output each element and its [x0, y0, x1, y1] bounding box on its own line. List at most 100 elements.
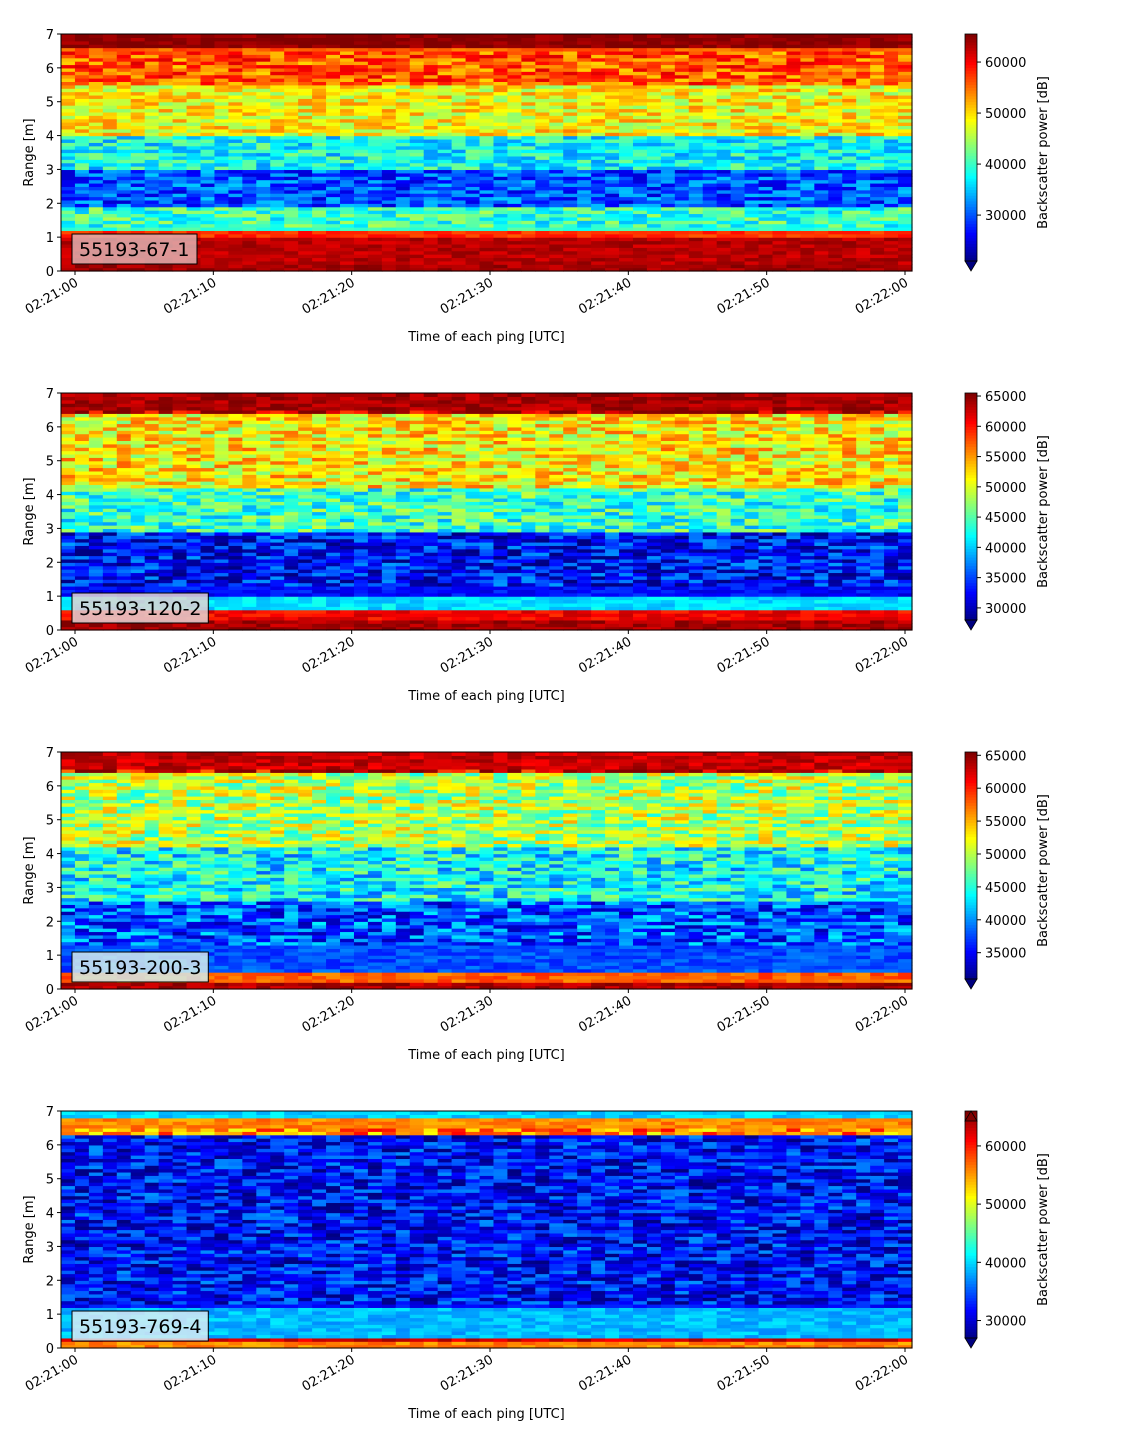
heatmap-cell — [298, 186, 313, 191]
heatmap-cell — [172, 182, 188, 187]
heatmap-cell — [688, 243, 704, 248]
heatmap-cell — [632, 166, 648, 171]
heatmap-cell — [353, 182, 369, 187]
heatmap-cell — [744, 172, 760, 177]
heatmap-cell — [842, 128, 857, 133]
colorbar-tick-label: 30000 — [985, 209, 1026, 224]
heatmap-cell — [549, 149, 564, 154]
heatmap-cell — [465, 54, 481, 59]
heatmap-cell — [702, 135, 718, 140]
heatmap-cell — [353, 40, 369, 45]
heatmap-cell — [74, 91, 90, 96]
heatmap-cell — [186, 122, 202, 127]
heatmap-cell — [688, 111, 704, 116]
heatmap-cell — [242, 176, 257, 181]
heatmap-cell — [563, 118, 578, 123]
heatmap-cell — [842, 213, 857, 218]
heatmap-cell — [730, 254, 746, 259]
heatmap-cell — [646, 54, 662, 59]
y-tick-label: 3 — [46, 163, 54, 178]
heatmap-cell — [242, 105, 257, 110]
heatmap-cell — [619, 226, 634, 231]
heatmap-cell — [340, 84, 355, 89]
heatmap-cell — [674, 189, 690, 194]
heatmap-cell — [577, 254, 592, 259]
heatmap-cell — [660, 220, 676, 225]
heatmap-cell — [535, 128, 550, 133]
heatmap-cell — [437, 155, 453, 160]
heatmap-cell — [423, 40, 439, 45]
heatmap-cell — [800, 118, 815, 123]
heatmap-cell — [479, 257, 495, 262]
heatmap-cell — [521, 216, 536, 221]
heatmap-cell — [632, 105, 648, 110]
heatmap-cell — [591, 247, 606, 252]
heatmap-cell — [605, 105, 620, 110]
heatmap-cell — [702, 169, 718, 174]
heatmap-cell — [577, 260, 592, 265]
heatmap-cell — [88, 179, 104, 184]
heatmap-cell — [256, 111, 271, 116]
heatmap-cell — [74, 220, 90, 225]
heatmap-cell — [744, 247, 760, 252]
heatmap-cell — [284, 64, 299, 69]
heatmap-cell — [549, 152, 564, 157]
heatmap-cell — [130, 108, 146, 113]
heatmap-cell — [702, 145, 718, 150]
heatmap-cell — [367, 118, 383, 123]
heatmap-cell — [786, 105, 801, 110]
heatmap-cell — [591, 132, 606, 137]
heatmap-cell — [437, 257, 453, 262]
heatmap-cell — [130, 166, 146, 171]
heatmap-cell — [786, 88, 801, 93]
heatmap-cell — [451, 206, 467, 211]
heatmap-cell — [61, 186, 76, 191]
heatmap-cell — [702, 105, 718, 110]
heatmap-cell — [61, 199, 76, 204]
heatmap-cell — [563, 247, 578, 252]
heatmap-cell — [772, 81, 788, 86]
heatmap-cell — [800, 243, 815, 248]
heatmap-cell — [186, 132, 202, 137]
heatmap-cell — [172, 135, 188, 140]
heatmap-cell — [200, 203, 216, 208]
heatmap-cell — [716, 172, 732, 177]
heatmap-cell — [758, 64, 774, 69]
heatmap-cell — [284, 247, 299, 252]
heatmap-cell — [688, 216, 704, 221]
heatmap-cell — [479, 233, 495, 238]
heatmap-cell — [242, 172, 257, 177]
heatmap-cell — [800, 254, 815, 259]
heatmap-cell — [312, 220, 327, 225]
heatmap-cell — [535, 94, 550, 99]
heatmap-cell — [535, 210, 550, 215]
heatmap-cell — [632, 81, 648, 86]
heatmap-cell — [702, 247, 718, 252]
heatmap-cell — [423, 260, 439, 265]
heatmap-cell — [395, 37, 411, 42]
heatmap-cell — [521, 267, 536, 272]
heatmap-cell — [437, 84, 453, 89]
heatmap-cell — [214, 203, 230, 208]
heatmap-cell — [367, 88, 383, 93]
heatmap-cell — [200, 169, 216, 174]
heatmap-cell — [367, 34, 383, 38]
heatmap-cell — [605, 182, 620, 187]
heatmap-cell — [200, 91, 216, 96]
heatmap-cell — [242, 223, 257, 228]
heatmap-cell — [298, 54, 313, 59]
heatmap-cell — [270, 233, 285, 238]
heatmap-cell — [158, 138, 174, 143]
heatmap-cell — [842, 74, 857, 79]
heatmap-cell — [256, 91, 271, 96]
heatmap-cell — [270, 98, 285, 103]
heatmap-cell — [172, 169, 188, 174]
heatmap-cell — [256, 162, 271, 167]
heatmap-cell — [228, 149, 243, 154]
heatmap-cell — [577, 98, 592, 103]
heatmap-cell — [800, 125, 815, 130]
heatmap-cell — [340, 81, 355, 86]
heatmap-cell — [814, 105, 829, 110]
heatmap-cell — [228, 128, 243, 133]
heatmap-cell — [814, 50, 829, 55]
